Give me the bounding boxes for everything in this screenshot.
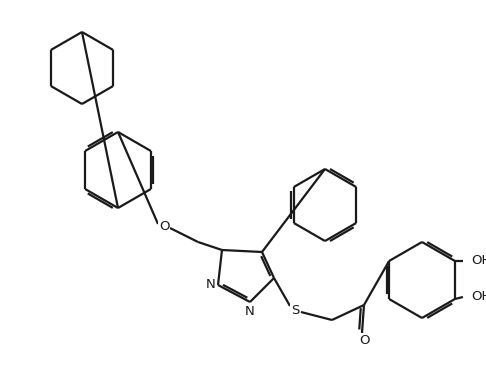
Text: S: S: [291, 304, 299, 317]
Text: O: O: [359, 334, 369, 347]
Text: O: O: [159, 220, 169, 233]
Text: N: N: [205, 279, 215, 291]
Text: OH: OH: [471, 290, 486, 304]
Text: OH: OH: [471, 255, 486, 268]
Text: N: N: [245, 305, 255, 318]
